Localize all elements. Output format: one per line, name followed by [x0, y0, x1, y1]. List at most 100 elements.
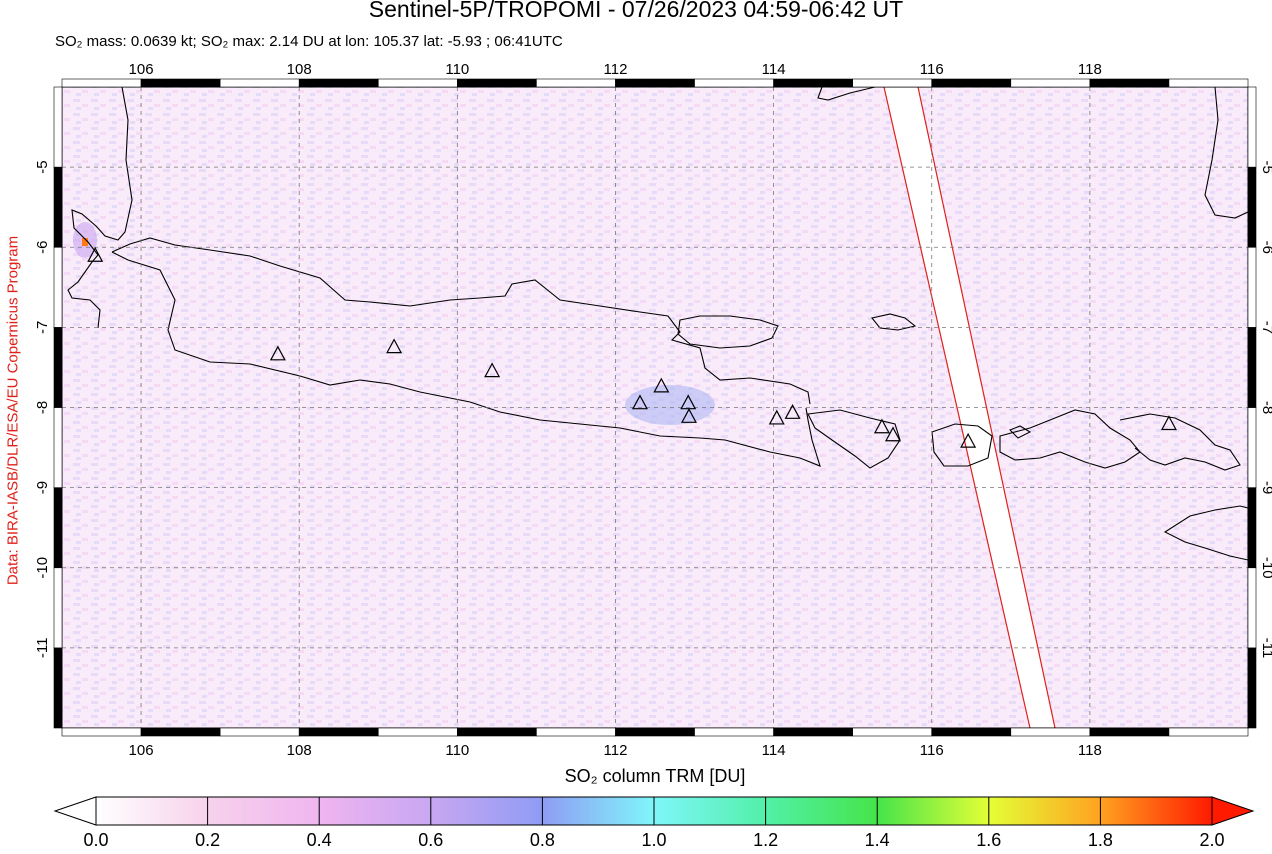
- triangle-icon: [1160, 415, 1177, 431]
- border-seg-left: [53, 647, 63, 729]
- triangle-icon: [873, 418, 890, 434]
- sumbawa-east: [1119, 413, 1241, 471]
- y-tick-label-right: -8: [1259, 401, 1272, 414]
- border-seg-top: [219, 78, 300, 88]
- y-tick-label-left: -10: [34, 557, 51, 579]
- border-seg-right: [1247, 407, 1257, 488]
- border-seg-right: [1247, 647, 1257, 729]
- border-seg-bottom: [1089, 727, 1170, 737]
- so2-plume-east-java: [625, 385, 715, 425]
- map-border-bars: [53, 78, 1257, 737]
- map-title: Sentinel-5P/TROPOMI - 07/26/2023 04:59-0…: [368, 0, 904, 22]
- y-tick-label-right: -11: [1259, 638, 1272, 659]
- y-tick-label-left: -5: [34, 160, 51, 173]
- y-tick-label-left: -9: [34, 481, 51, 494]
- sulawesi-coast: [1204, 86, 1249, 219]
- colorbar: [53, 796, 1255, 826]
- triangle-icon: [784, 404, 801, 419]
- y-tick-label-right: -10: [1259, 557, 1272, 579]
- x-tick-label-top: 108: [287, 61, 312, 78]
- triangle-icon: [631, 394, 648, 410]
- x-tick-label-top: 116: [920, 61, 944, 78]
- y-tick-label-right: -5: [1259, 160, 1272, 173]
- x-tick-label-top: 106: [129, 61, 154, 78]
- border-seg-bottom: [931, 727, 1012, 737]
- x-tick-label-bottom: 108: [287, 742, 312, 759]
- triangle-icon: [884, 426, 901, 442]
- border-seg-top: [694, 78, 774, 88]
- map-subtitle: SO₂ mass: 0.0639 kt; SO₂ max: 2.14 DU at…: [55, 33, 563, 50]
- x-tick-label-bottom: 118: [1078, 742, 1102, 759]
- colorbar-tick-label: 2.0: [1199, 830, 1225, 850]
- java-south-coast: [111, 251, 821, 467]
- y-tick-label-left: -11: [34, 638, 51, 659]
- map-grid: [62, 87, 1248, 728]
- y-axis-labels-right: -5 -6 -7 -8 -9 -10 -11: [1259, 160, 1272, 658]
- triangle-icon: [768, 409, 785, 425]
- border-seg-top: [1089, 78, 1170, 88]
- border-seg-top: [140, 78, 221, 88]
- colorbar-tick-label: 0.0: [83, 830, 109, 850]
- border-seg-left: [53, 166, 63, 248]
- x-tick-label-top: 110: [445, 61, 469, 78]
- border-seg-top: [931, 78, 1012, 88]
- border-seg-right: [1247, 166, 1257, 248]
- triangle-icon: [960, 432, 977, 448]
- colorbar-tick-label: 0.8: [529, 830, 555, 850]
- colorbar-tick-label: 1.2: [753, 830, 779, 850]
- x-tick-label-bottom: 106: [129, 742, 154, 759]
- swath-edge-left: [883, 86, 1031, 729]
- border-seg-left: [53, 327, 63, 408]
- border-seg-bottom: [219, 727, 300, 737]
- border-seg-top: [457, 78, 537, 88]
- border-seg-top: [1168, 78, 1249, 88]
- y-axis-labels-left: -5 -6 -7 -8 -9 -10 -11: [34, 160, 51, 658]
- border-seg-top: [1010, 78, 1091, 88]
- colorbar-under-arrow: [53, 796, 97, 826]
- java-north-coast: [111, 237, 811, 405]
- border-seg-bottom: [852, 727, 933, 737]
- border-seg-top: [377, 78, 458, 88]
- triangle-icon: [386, 338, 403, 354]
- x-tick-label-top: 118: [1078, 61, 1102, 78]
- x-axis-labels-top: 106 108 110 112 114 116 118: [129, 61, 1102, 78]
- y-tick-label-left: -7: [34, 321, 51, 334]
- border-seg-left: [53, 86, 63, 168]
- border-seg-left: [53, 246, 63, 328]
- border-seg-bottom: [1168, 727, 1249, 737]
- triangle-icon: [269, 345, 286, 361]
- sumatra-coast: [67, 86, 133, 329]
- colorbar-tick-label: 0.6: [418, 830, 444, 850]
- triangle-icon: [87, 246, 104, 262]
- colorbar-title: SO₂ column TRM [DU]: [564, 766, 746, 786]
- x-axis-labels-bottom: 106 108 110 112 114 116 118: [129, 742, 1102, 759]
- x-tick-label-top: 114: [762, 61, 786, 78]
- x-tick-label-bottom: 112: [604, 742, 628, 759]
- border-seg-bottom: [377, 727, 458, 737]
- small-island: [1009, 425, 1032, 439]
- border-seg-bottom: [298, 727, 379, 737]
- sumbawa-coast: [999, 409, 1141, 469]
- border-seg-bottom: [457, 727, 537, 737]
- lombok-coast: [931, 423, 993, 467]
- bali-coast: [807, 409, 901, 469]
- volcano-markers: [87, 246, 1177, 448]
- border-seg-top: [61, 78, 142, 88]
- border-seg-bottom: [140, 727, 221, 737]
- triangle-icon: [653, 377, 670, 393]
- swath-edge-right: [917, 86, 1056, 729]
- colorbar-tick-labels: 0.0 0.2 0.4 0.6 0.8 1.0 1.2 1.4 1.6 1.8 2.0: [0, 830, 1272, 854]
- border-seg-right: [1247, 487, 1257, 569]
- map-plot-area: [61, 86, 1249, 729]
- colorbar-tick-label: 1.0: [641, 830, 667, 850]
- border-seg-top: [536, 78, 616, 88]
- border-seg-right: [1247, 86, 1257, 168]
- colorbar-tick-label: 1.4: [864, 830, 890, 850]
- border-seg-bottom: [773, 727, 853, 737]
- border-seg-left: [53, 407, 63, 488]
- so2-max-pixel: [82, 238, 88, 246]
- border-seg-bottom: [1010, 727, 1091, 737]
- x-tick-label-bottom: 116: [920, 742, 944, 759]
- y-tick-label-left: -6: [34, 241, 51, 254]
